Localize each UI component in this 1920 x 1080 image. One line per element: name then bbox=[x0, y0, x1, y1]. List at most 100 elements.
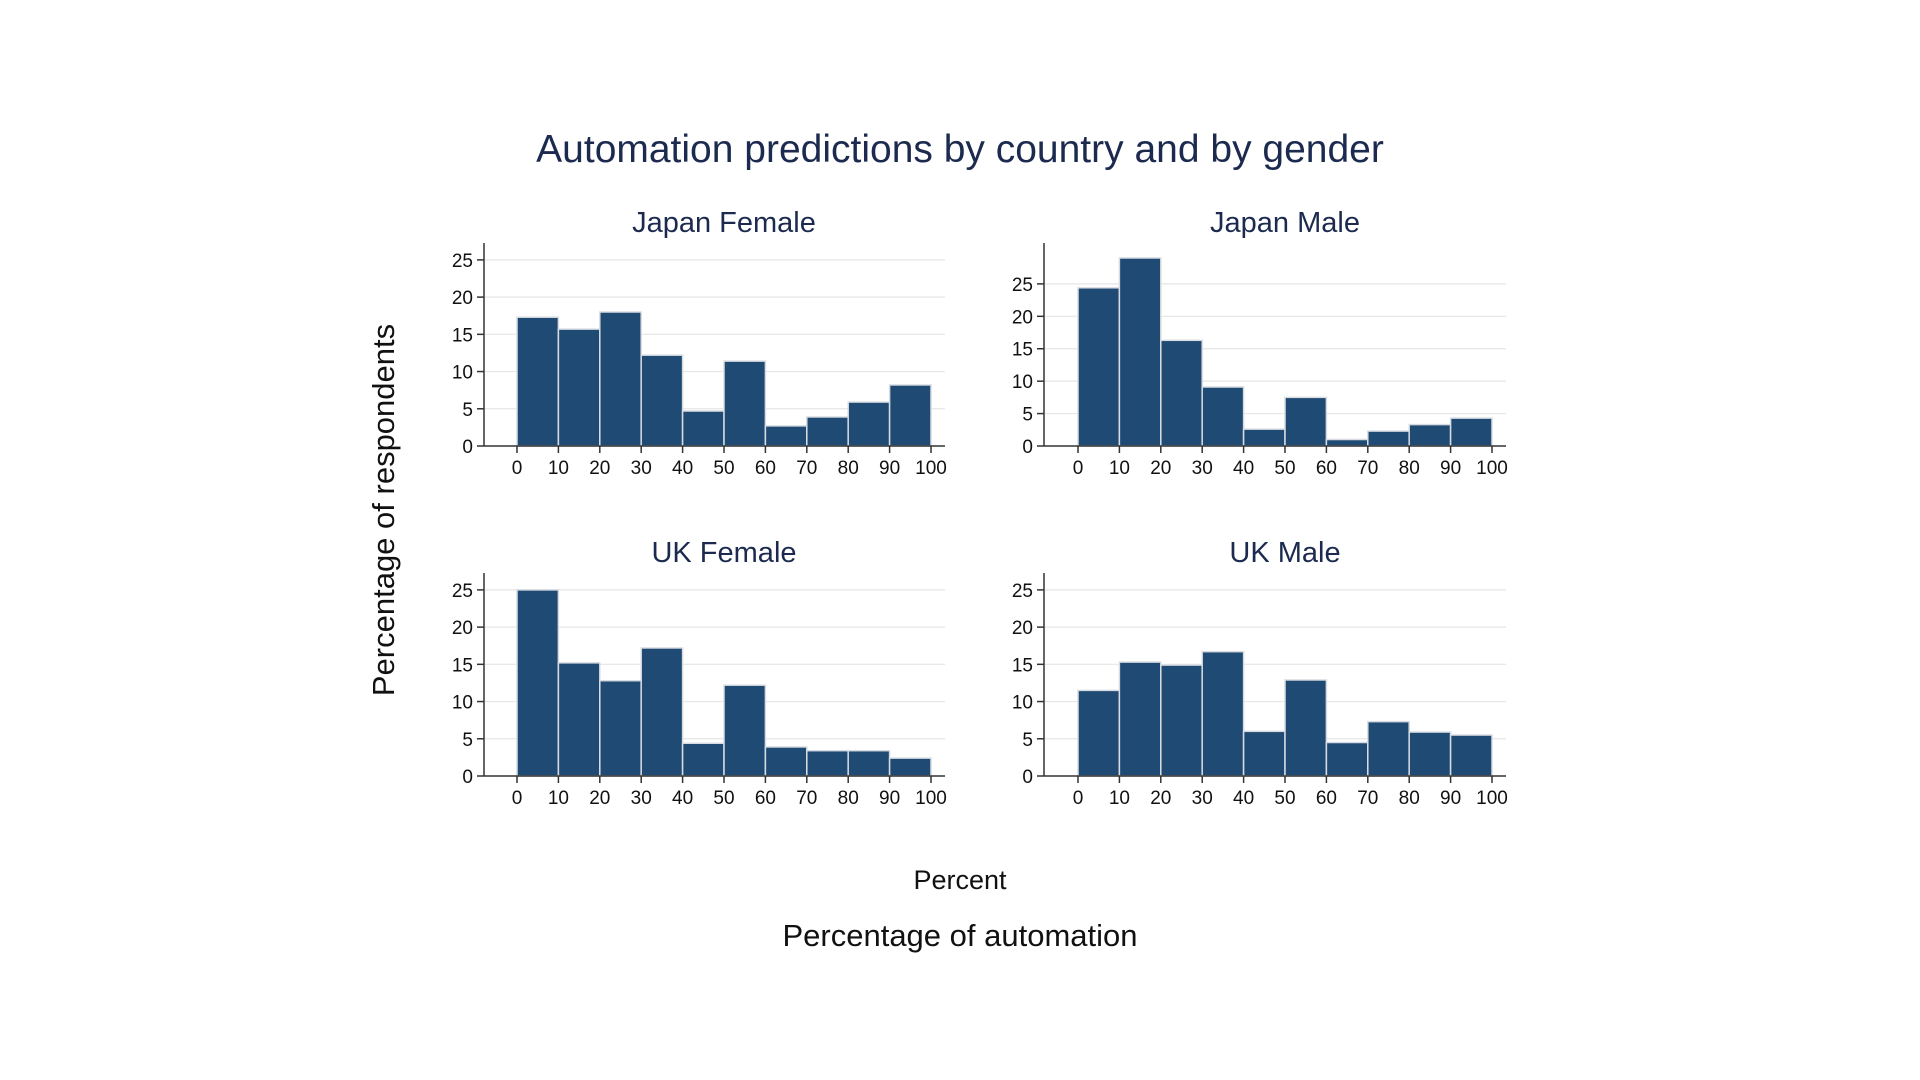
x-tick-label: 50 bbox=[1274, 458, 1295, 479]
histogram-bar bbox=[1408, 731, 1452, 777]
histogram-panel: Japan Male 0 5 10 15 20 25 0 10 20 30 40 50 60 70 80 90 1… bbox=[1012, 207, 1508, 479]
x-tick-label: 70 bbox=[796, 788, 817, 809]
x-tick-label: 20 bbox=[1150, 458, 1171, 479]
y-tick-label: 5 bbox=[462, 400, 473, 421]
x-tick-label: 60 bbox=[1316, 458, 1337, 479]
histogram-bar bbox=[1284, 679, 1328, 777]
histogram-bar bbox=[1077, 689, 1121, 777]
y-tick-label: 5 bbox=[1022, 730, 1033, 751]
histogram-bar bbox=[681, 410, 725, 447]
histogram-bar bbox=[888, 757, 932, 777]
y-tick-label: 0 bbox=[462, 437, 473, 458]
x-axis-label-automation: Percentage of automation bbox=[782, 918, 1138, 953]
histogram-bar bbox=[888, 384, 932, 447]
histogram-panel: Japan Female 0 5 10 15 20 25 0 10 20 30 40 50 60 70 80 9… bbox=[452, 207, 947, 479]
y-tick-label: 10 bbox=[1012, 372, 1033, 393]
histogram-bar bbox=[764, 746, 808, 777]
histogram-bar bbox=[640, 647, 684, 777]
y-tick-label: 10 bbox=[1012, 693, 1033, 714]
y-tick-label: 20 bbox=[452, 618, 473, 639]
y-tick-label: 15 bbox=[1012, 655, 1033, 676]
histogram-bar bbox=[1118, 257, 1162, 447]
x-tick-label: 10 bbox=[1109, 788, 1130, 809]
x-tick-label: 30 bbox=[631, 458, 652, 479]
x-tick-label: 30 bbox=[1192, 788, 1213, 809]
x-tick-label: 90 bbox=[879, 788, 900, 809]
y-tick-label: 0 bbox=[462, 767, 473, 788]
y-tick-label: 25 bbox=[1012, 275, 1033, 296]
histogram-bar bbox=[557, 328, 601, 447]
histogram-bar bbox=[1201, 650, 1245, 777]
x-tick-label: 40 bbox=[672, 788, 693, 809]
histogram-bar bbox=[1242, 428, 1286, 447]
histogram-bar bbox=[516, 589, 560, 777]
panel-title: Japan Male bbox=[1210, 207, 1360, 239]
histogram-bar bbox=[847, 749, 891, 777]
histogram-bar bbox=[723, 360, 767, 447]
panel-title: UK Female bbox=[651, 537, 796, 569]
x-tick-label: 10 bbox=[1109, 458, 1130, 479]
x-tick-label: 90 bbox=[1440, 458, 1461, 479]
histogram-bar bbox=[1160, 664, 1203, 777]
y-tick-label: 15 bbox=[1012, 340, 1033, 361]
x-tick-label: 60 bbox=[755, 458, 776, 479]
x-tick-label: 60 bbox=[755, 788, 776, 809]
x-tick-label: 70 bbox=[1357, 788, 1378, 809]
histogram-bar bbox=[1160, 339, 1203, 447]
histogram-bar bbox=[723, 684, 767, 777]
x-tick-label: 20 bbox=[589, 788, 610, 809]
x-tick-label: 0 bbox=[1073, 788, 1084, 809]
x-tick-label: 80 bbox=[838, 788, 859, 809]
histogram-bar bbox=[1077, 287, 1121, 447]
y-tick-label: 20 bbox=[1012, 618, 1033, 639]
histogram-bar bbox=[599, 679, 642, 777]
histogram-panel: UK Male 0 5 10 15 20 25 0 10 20 30 40 50 60 70 80 90 100 bbox=[1012, 537, 1508, 809]
x-tick-label: 60 bbox=[1316, 788, 1337, 809]
histogram-bar bbox=[1367, 430, 1410, 447]
histogram-bar bbox=[681, 742, 725, 777]
x-tick-label: 50 bbox=[713, 458, 734, 479]
x-tick-label: 30 bbox=[1192, 458, 1213, 479]
x-tick-label: 20 bbox=[589, 458, 610, 479]
x-tick-label: 20 bbox=[1150, 788, 1171, 809]
x-tick-label: 80 bbox=[1399, 788, 1420, 809]
y-tick-label: 25 bbox=[452, 581, 473, 602]
x-tick-label: 10 bbox=[548, 458, 569, 479]
histogram-bar bbox=[1201, 386, 1245, 447]
y-tick-label: 25 bbox=[1012, 581, 1033, 602]
y-tick-label: 0 bbox=[1022, 767, 1033, 788]
y-tick-label: 10 bbox=[452, 363, 473, 384]
x-tick-label: 70 bbox=[1357, 458, 1378, 479]
y-tick-label: 15 bbox=[452, 325, 473, 346]
histogram-bar bbox=[1284, 396, 1328, 447]
histogram-bar bbox=[1242, 730, 1286, 777]
x-tick-label: 80 bbox=[838, 458, 859, 479]
histogram-bar bbox=[1325, 438, 1369, 447]
histogram-bar bbox=[1325, 741, 1369, 777]
x-tick-label: 30 bbox=[631, 788, 652, 809]
y-tick-label: 15 bbox=[452, 655, 473, 676]
x-tick-label: 40 bbox=[1233, 458, 1254, 479]
histogram-bar bbox=[599, 311, 642, 447]
y-tick-label: 0 bbox=[1022, 437, 1033, 458]
x-tick-label: 10 bbox=[548, 788, 569, 809]
panel-title: UK Male bbox=[1229, 537, 1340, 569]
x-tick-label: 50 bbox=[713, 788, 734, 809]
histogram-bar bbox=[847, 401, 891, 447]
panel-title: Japan Female bbox=[632, 207, 816, 239]
histogram-bar bbox=[764, 425, 808, 447]
x-tick-label: 0 bbox=[1073, 458, 1084, 479]
histogram-bar bbox=[557, 662, 601, 777]
x-tick-label: 90 bbox=[879, 458, 900, 479]
x-tick-label: 90 bbox=[1440, 788, 1461, 809]
histogram-bar bbox=[1449, 417, 1493, 447]
histogram-bar bbox=[640, 354, 684, 447]
x-tick-label: 80 bbox=[1399, 458, 1420, 479]
x-tick-label: 100 bbox=[915, 788, 947, 809]
x-tick-label: 0 bbox=[512, 788, 523, 809]
x-axis-label-percent: Percent bbox=[913, 865, 1007, 895]
histogram-bar bbox=[1408, 423, 1452, 447]
y-tick-label: 10 bbox=[452, 693, 473, 714]
